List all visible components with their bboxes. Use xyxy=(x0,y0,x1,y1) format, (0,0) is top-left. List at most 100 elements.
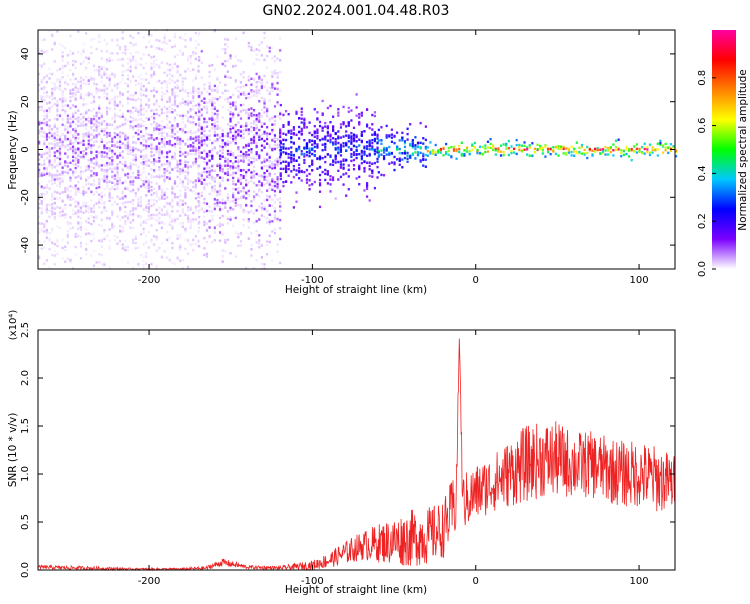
spectrogram-cell xyxy=(247,45,250,48)
spectrogram-cell xyxy=(40,54,43,57)
spectrogram-cell xyxy=(45,206,49,209)
spectrogram-cell xyxy=(292,165,295,168)
colorbar: 0.00.20.40.60.8 Normalized spectral ampl… xyxy=(697,30,749,277)
spectrogram-cell xyxy=(103,83,106,86)
spectrogram-cell xyxy=(147,217,150,221)
spectrogram-cell xyxy=(242,218,245,221)
spectrogram-cell xyxy=(53,41,56,44)
spectrogram-cell xyxy=(388,145,391,149)
spectrogram-cell xyxy=(69,125,72,128)
spectrogram-cell xyxy=(242,71,245,74)
spectrogram-cell xyxy=(87,108,90,112)
spectrogram-cell xyxy=(119,47,122,51)
spectrogram-cell xyxy=(298,145,301,149)
spectrogram-cell xyxy=(171,45,174,49)
spectrogram-cell xyxy=(324,138,327,141)
spectrogram-cell xyxy=(119,160,122,164)
spectrogram-cell xyxy=(77,158,80,161)
spectrogram-cell xyxy=(365,108,369,111)
spectrogram-cell xyxy=(61,177,64,180)
spectrogram-cell xyxy=(90,175,93,178)
spectrogram-cell xyxy=(82,50,85,54)
spectrogram-cell xyxy=(51,105,54,108)
spectrogram-cell xyxy=(147,210,150,214)
spectrogram-cell xyxy=(51,192,54,196)
spectrogram-cell xyxy=(40,201,43,204)
spectrogram-cell xyxy=(308,164,311,168)
spectrogram-cell xyxy=(586,145,589,149)
spectrogram-cell xyxy=(51,166,54,169)
spectrogram-cell xyxy=(263,97,266,100)
spectrogram-cell xyxy=(64,127,67,131)
spectrogram-cell xyxy=(48,239,51,243)
spectrogram-cell xyxy=(113,83,116,86)
figure-title: GN02.2024.001.04.48.R03 xyxy=(263,3,450,19)
spectrogram-cell xyxy=(311,139,314,142)
spectrogram-cell xyxy=(216,127,219,130)
spectrogram-cell xyxy=(53,217,56,220)
spectrogram-cell xyxy=(166,211,169,215)
spectrogram-cell xyxy=(473,146,476,149)
spectrogram-cell xyxy=(103,174,106,178)
spectrogram-cell xyxy=(414,147,417,151)
spectrogram-cell xyxy=(499,150,503,153)
spectrogram-cell xyxy=(111,38,114,42)
spectrogram-cell xyxy=(213,118,216,121)
spectrogram-cell xyxy=(158,151,161,154)
spectrogram-cell xyxy=(108,167,111,170)
spectrogram-cell xyxy=(160,61,164,64)
spectrogram-cell xyxy=(155,102,158,106)
spectrogram-cell xyxy=(332,115,335,118)
spectrogram-cell xyxy=(232,65,235,68)
spectrogram-cell xyxy=(377,171,380,174)
spectrogram-cell xyxy=(95,118,98,121)
spectrogram-cell xyxy=(377,139,380,142)
spectrogram-cell xyxy=(200,127,203,131)
spectrogram-cell xyxy=(460,154,463,157)
spectrogram-cell xyxy=(48,154,51,157)
spectrogram-cell xyxy=(145,161,148,165)
spectrogram-cell xyxy=(79,166,83,169)
spectrogram-cell xyxy=(200,136,203,139)
spectrogram-cell xyxy=(268,90,271,94)
spectrogram-cell xyxy=(71,141,75,145)
spectrogram-cell xyxy=(113,104,116,107)
snr-y-tick-label: 2.5 xyxy=(20,322,31,338)
spectrogram-cell xyxy=(56,156,59,159)
spectrogram-cell xyxy=(43,171,46,174)
spectrogram-cell xyxy=(266,221,269,224)
spectrogram-cell xyxy=(58,206,62,210)
spectrogram-cell xyxy=(189,62,192,65)
spectrogram-cell xyxy=(255,151,258,154)
spectrogram-cell xyxy=(56,197,59,200)
spectrogram-cell xyxy=(137,108,140,111)
spectrogram-cell xyxy=(232,191,235,195)
spectrogram-cell xyxy=(659,139,662,143)
spectrogram-cell xyxy=(186,120,190,123)
spectrogram-cell xyxy=(526,153,529,156)
spectrogram-cell xyxy=(189,121,192,124)
spectrogram-cell xyxy=(263,99,266,103)
spectrogram-cell xyxy=(303,123,306,126)
spectrogram-cell xyxy=(40,185,43,188)
spectrogram-cell xyxy=(239,86,243,89)
spectrogram-cell xyxy=(71,135,75,139)
spectrogram-cell xyxy=(221,164,224,168)
spectrogram-cell xyxy=(38,52,41,55)
spectrogram-cell xyxy=(303,158,306,162)
spectrogram-cell xyxy=(119,177,122,180)
spectrogram-cell xyxy=(250,125,253,129)
spectrogram-cell xyxy=(126,149,130,152)
spectrogram-cell xyxy=(103,177,106,181)
spectrogram-cell xyxy=(98,145,101,148)
spectrogram-cell xyxy=(173,132,177,136)
spectrogram-cell xyxy=(100,253,103,257)
spectrogram-cell xyxy=(90,169,93,173)
spectrogram-cell xyxy=(250,200,253,203)
spectrogram-cell xyxy=(226,159,230,162)
spectrogram-cell xyxy=(173,136,177,140)
spectrogram-cell xyxy=(74,134,77,137)
spectrogram-cell xyxy=(324,148,327,151)
spectrogram-cell xyxy=(437,151,440,154)
spectrogram-cell xyxy=(40,38,43,42)
